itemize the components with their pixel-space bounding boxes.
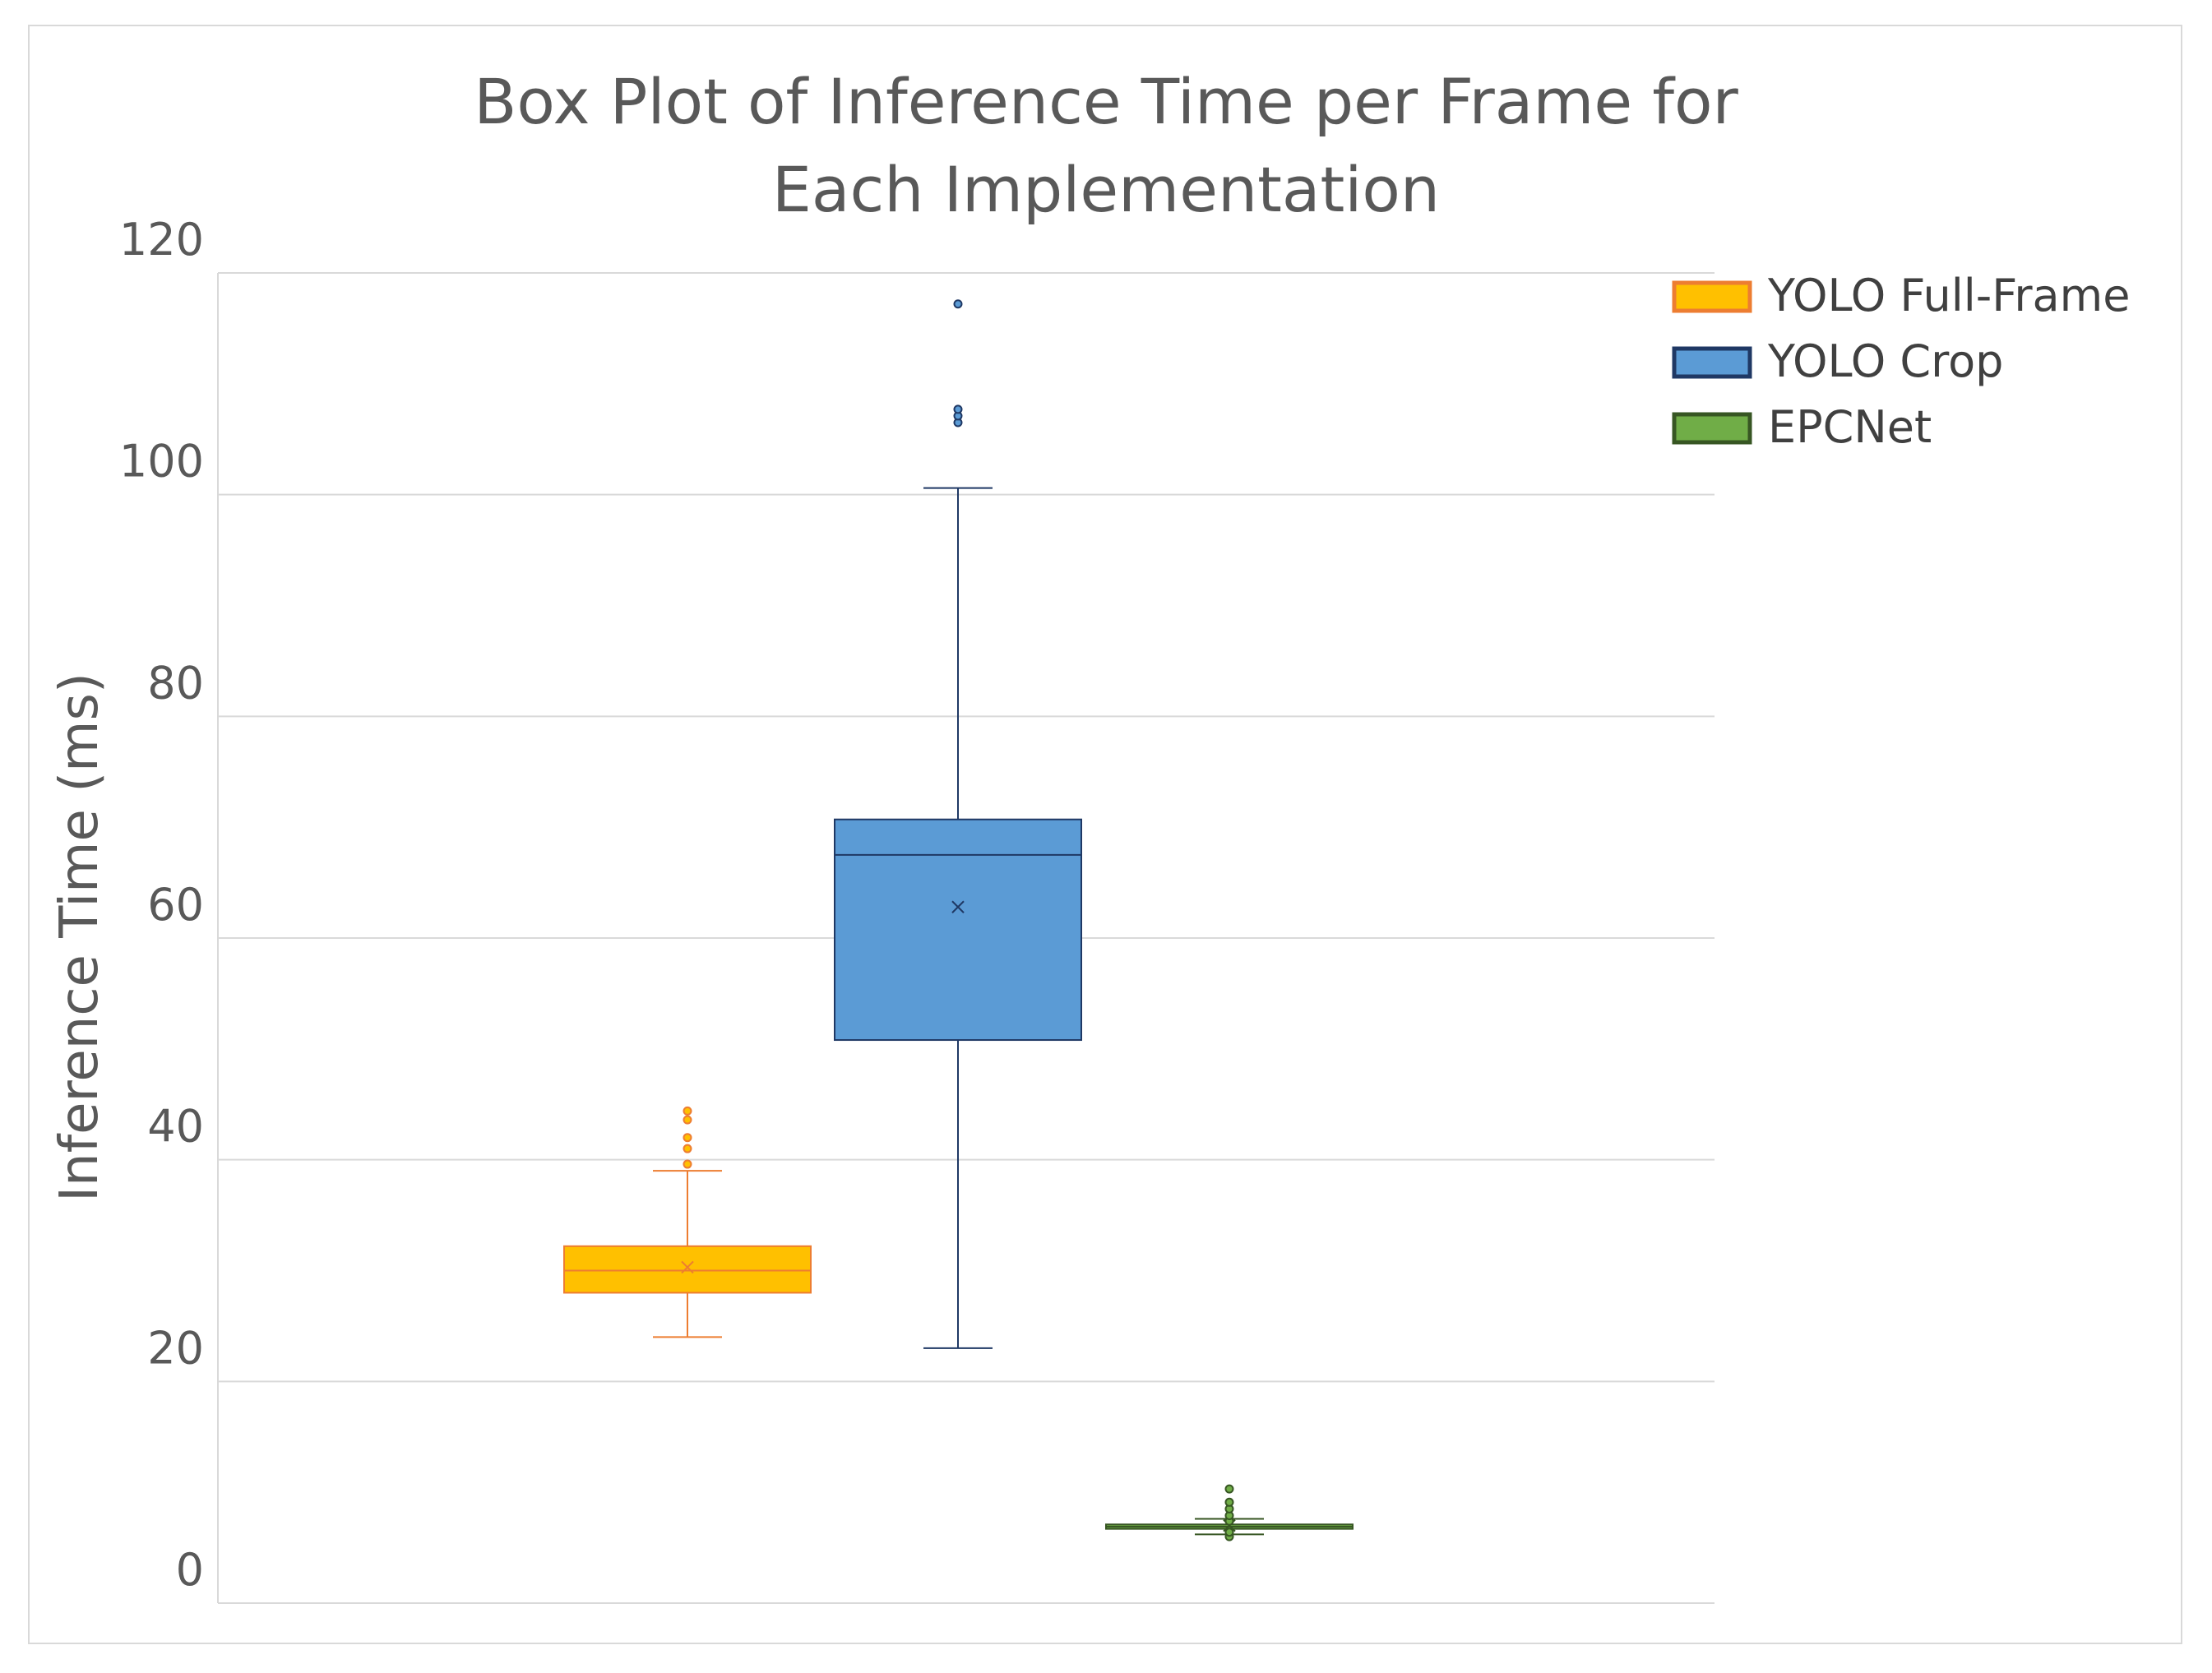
y-tick-label-40: 40 (147, 1101, 204, 1153)
box-series (563, 299, 1354, 1541)
y-tick-label-80: 80 (147, 657, 204, 709)
chart-title-line-2: Each Implementation (772, 153, 1440, 226)
yolo-full-frame-outlier-point (683, 1144, 692, 1153)
legend-swatch-yolo-crop (1672, 346, 1752, 379)
y-tick-label-100: 100 (119, 436, 204, 488)
epcnet-outlier-point (1224, 1484, 1234, 1494)
yolo-full-frame-iqr-box (563, 1245, 812, 1294)
box-epcnet (1105, 1484, 1354, 1541)
chart-title-line-1: Box Plot of Inference Time per Frame for (474, 65, 1738, 138)
y-axis-title: Inference Time (ms) (49, 672, 110, 1202)
yolo-crop-mean-marker (951, 900, 965, 913)
epcnet-outlier-point (1224, 1497, 1234, 1507)
y-tick-label-120: 120 (119, 214, 204, 266)
legend-label-yolo-full-frame: YOLO Full-Frame (1767, 270, 2130, 321)
yolo-full-frame-outlier-point (683, 1106, 692, 1116)
yolo-full-frame-outlier-point (683, 1133, 692, 1143)
legend-swatch-yolo-full-frame (1672, 280, 1752, 313)
box-yolo-crop (834, 299, 1082, 1349)
yolo-crop-outlier-point (953, 299, 963, 309)
epcnet-outlier-point (1224, 1527, 1234, 1537)
yolo-full-frame-mean-marker (681, 1260, 694, 1274)
yolo-full-frame-outlier-point (683, 1159, 692, 1169)
legend-label-yolo-crop: YOLO Crop (1767, 335, 2003, 387)
legend: YOLO Full-Frame YOLO Crop EPCNet (1672, 270, 2130, 453)
legend-swatch-epcnet (1672, 412, 1752, 445)
yolo-crop-mean-stroke-b (951, 900, 965, 913)
yolo-full-frame-mean-stroke-b (681, 1260, 694, 1274)
yolo-crop-iqr-box (834, 818, 1082, 1042)
legend-label-epcnet: EPCNet (1768, 401, 1932, 453)
y-tick-label-20: 20 (147, 1322, 204, 1374)
yolo-full-frame-outlier-point (683, 1115, 692, 1125)
y-tick-label-60: 60 (147, 879, 204, 931)
y-tick-label-0: 0 (176, 1544, 204, 1596)
y-axis-tick-labels: 0 20 40 60 80 100 120 (119, 214, 204, 1596)
chart-title: Box Plot of Inference Time per Frame for… (474, 65, 1738, 226)
chart-frame (28, 25, 2182, 1644)
gridlines (217, 272, 1715, 1604)
box-yolo-full-frame (563, 1106, 812, 1338)
yolo-crop-outlier-point (953, 404, 963, 414)
